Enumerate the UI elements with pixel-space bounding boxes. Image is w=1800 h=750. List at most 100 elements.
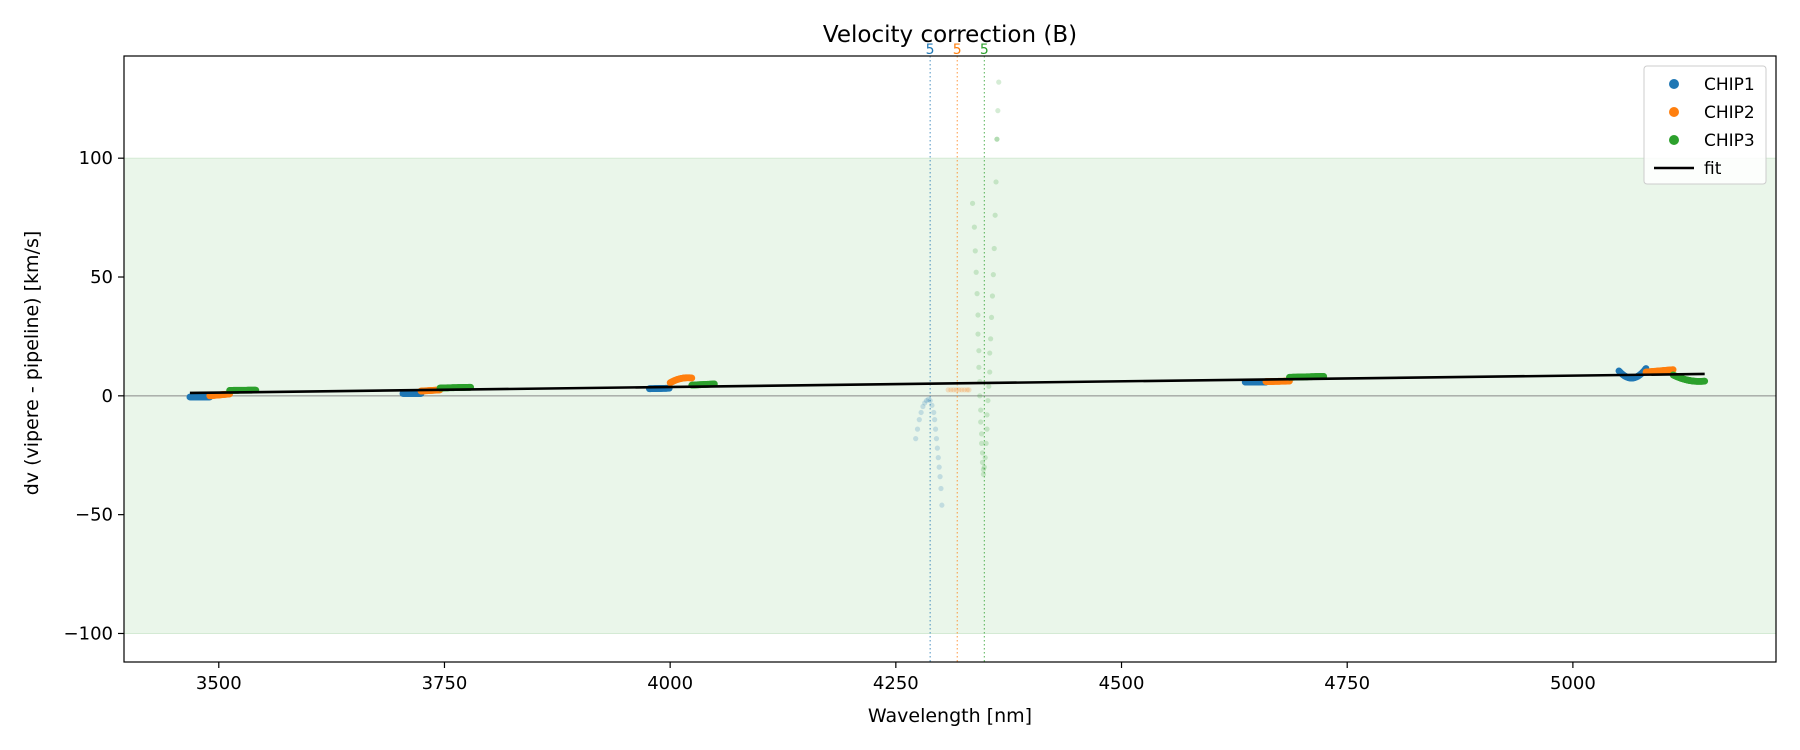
faint-point-chip3-2-34 <box>993 179 999 185</box>
faint-point-chip1-0-0 <box>913 436 919 442</box>
faint-point-chip1-0-3 <box>918 409 924 416</box>
faint-point-chip3-2-12 <box>978 419 984 425</box>
y-tick-label-100: 100 <box>79 148 113 169</box>
faint-point-chip1-0-14 <box>934 445 940 451</box>
y-tick-label--50: −50 <box>75 505 113 526</box>
faint-point-chip1-0-17 <box>937 474 943 480</box>
faint-point-chip3-2-24 <box>985 397 991 404</box>
faint-point-chip3-2-13 <box>978 431 985 437</box>
faint-point-chip2-1-7 <box>964 387 970 393</box>
faint-point-chip3-2-29 <box>988 314 995 321</box>
x-tick-label-4000: 4000 <box>647 673 693 694</box>
legend: CHIP1 CHIP2 CHIP3 fit <box>1643 65 1767 185</box>
y-tick-label--100: −100 <box>64 623 113 644</box>
faint-point-chip2-1-3 <box>953 387 959 393</box>
legend-box <box>1643 65 1767 185</box>
faint-point-chip2-1-2 <box>951 387 957 393</box>
faint-point-chip3-2-20 <box>982 455 988 461</box>
legend-label-fit: fit <box>1704 159 1722 179</box>
faint-point-chip2-1-0 <box>945 387 951 393</box>
faint-point-chip3-2-6 <box>975 331 981 337</box>
y-tick-label-0: 0 <box>102 386 113 407</box>
faint-point-chip3-2-23 <box>984 412 990 418</box>
faint-point-chip3-2-32 <box>991 245 997 252</box>
faint-point-chip3-2-0 <box>969 200 976 206</box>
faint-point-chip3-2-15 <box>979 450 986 456</box>
faint-point-chip3-2-5 <box>975 312 981 318</box>
legend-label-chip3: CHIP3 <box>1704 131 1755 151</box>
faint-point-chip1-0-9 <box>929 402 935 408</box>
faint-point-chip1-0-11 <box>932 417 938 423</box>
faint-point-chip1-0-6 <box>923 397 930 404</box>
faint-point-chip1-0-1 <box>914 426 921 432</box>
faint-point-chip3-2-14 <box>978 440 985 446</box>
faint-point-chip1-0-8 <box>927 397 933 404</box>
faint-point-chip3-2-27 <box>987 350 993 356</box>
faint-point-chip1-0-15 <box>935 455 941 461</box>
faint-point-chip3-2-16 <box>979 459 986 465</box>
legend-label-chip2: CHIP2 <box>1704 103 1755 123</box>
legend-swatch-chip1 <box>1669 79 1679 89</box>
faint-point-chip3-3-2 <box>996 79 1002 85</box>
chart-title: Velocity correction (B) <box>823 22 1077 48</box>
faint-point-chip3-3-1 <box>995 108 1001 114</box>
vertical-marker-label-2: 5 <box>953 42 962 58</box>
legend-swatch-chip3 <box>1669 135 1679 145</box>
y-tick-label-50: 50 <box>90 267 113 288</box>
legend-swatch-chip2 <box>1669 107 1679 117</box>
fit-line <box>189 372 1705 395</box>
faint-point-chip3-2-10 <box>977 393 983 399</box>
x-tick-label-4500: 4500 <box>1099 673 1145 694</box>
faint-point-chip3-2-35 <box>994 136 1000 142</box>
faint-point-chip3-2-8 <box>976 364 982 370</box>
faint-point-chip2-1-6 <box>961 387 968 393</box>
faint-point-chip3-2-33 <box>992 212 998 218</box>
faint-point-chip3-2-1 <box>971 224 977 230</box>
faint-point-chip2-1-8 <box>966 387 972 393</box>
faint-point-chip3-2-30 <box>989 293 996 299</box>
faint-point-chip1-0-19 <box>939 502 945 508</box>
vertical-marker-label-3: 5 <box>980 42 989 58</box>
faint-point-chip1-0-4 <box>920 403 926 410</box>
point-chip2-seg2-34 <box>688 374 696 382</box>
faint-point-chip1-0-12 <box>932 426 939 432</box>
faint-point-chip2-1-5 <box>959 387 965 393</box>
point-chip3-seg4-49 <box>1701 377 1709 385</box>
point-chip2-seg4-42 <box>1669 366 1677 374</box>
x-tick-label-4750: 4750 <box>1324 673 1370 694</box>
faint-point-chip3-2-7 <box>976 348 982 354</box>
faint-point-chip3-2-3 <box>973 269 979 275</box>
x-tick-label-4250: 4250 <box>873 673 919 694</box>
axes-frame <box>123 55 1777 663</box>
faint-point-chip3-2-21 <box>983 440 989 446</box>
faint-point-chip1-0-10 <box>931 409 937 416</box>
y-axis-title: dv (vipere - pipeline) [km/s] <box>21 231 43 496</box>
x-tick-label-5000: 5000 <box>1550 673 1596 694</box>
faint-point-chip3-2-17 <box>980 466 987 473</box>
faint-point-chip1-0-2 <box>916 417 922 423</box>
faint-point-chip2-1-4 <box>956 387 962 393</box>
faint-point-chip3-2-4 <box>974 291 980 297</box>
faint-point-chip1-0-7 <box>925 396 931 402</box>
faint-point-chip3-2-2 <box>972 248 978 254</box>
faint-point-chip3-3-0 <box>994 136 1000 142</box>
faint-point-chip3-2-26 <box>987 369 993 375</box>
faint-point-chip3-2-18 <box>980 471 987 477</box>
x-tick-label-3500: 3500 <box>196 673 242 694</box>
vertical-marker-label-1: 5 <box>926 42 935 58</box>
faint-point-chip3-2-11 <box>978 407 984 413</box>
faint-point-chip1-0-5 <box>922 400 928 406</box>
x-tick-label-3750: 3750 <box>422 673 468 694</box>
legend-label-chip1: CHIP1 <box>1704 75 1755 95</box>
faint-point-chip1-0-16 <box>936 464 942 470</box>
faint-point-chip1-0-18 <box>938 485 944 492</box>
faint-point-chip1-0-13 <box>933 436 940 442</box>
faint-point-chip3-2-22 <box>984 426 990 432</box>
faint-point-chip3-2-31 <box>990 272 996 278</box>
plot-area: 5 5 5 3500 3750 4000 4250 4500 4750 5000 −100 −50 0 5… <box>64 42 1777 694</box>
faint-point-chip2-1-1 <box>948 387 954 393</box>
x-axis-title: Wavelength [nm] <box>868 705 1032 727</box>
faint-point-chip3-2-25 <box>986 383 992 389</box>
faint-point-chip3-2-28 <box>988 336 994 342</box>
